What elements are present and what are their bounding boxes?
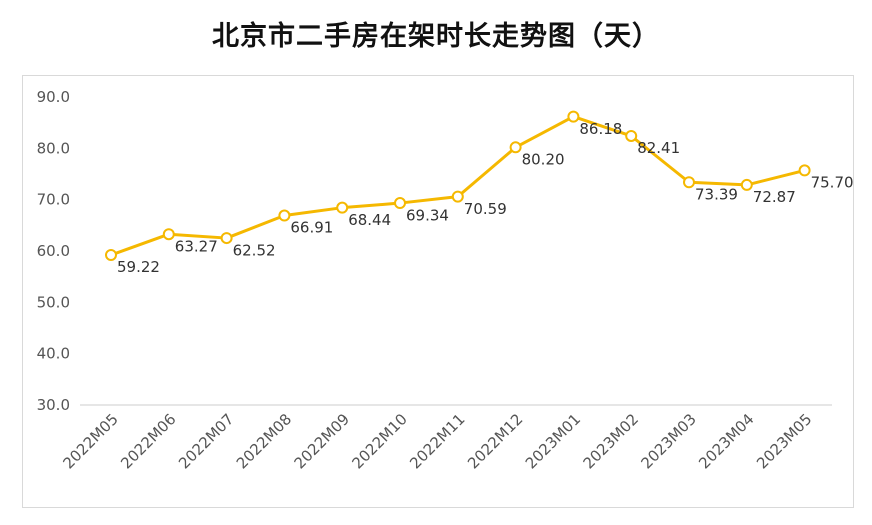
data-labels: 59.22 63.27 62.52 66.91 68.44 69.34 70.59 80.20… xyxy=(117,120,854,276)
data-point xyxy=(220,232,233,245)
data-label: 82.41 xyxy=(637,139,680,157)
data-point xyxy=(567,110,580,123)
data-label: 72.87 xyxy=(753,188,796,206)
x-tick-label: 2023M03 xyxy=(637,410,699,472)
data-label: 59.22 xyxy=(117,258,160,276)
plot-frame xyxy=(22,75,854,508)
y-tick-label: 70.0 xyxy=(37,191,70,209)
x-tick-label: 2022M06 xyxy=(117,410,179,472)
data-label: 62.52 xyxy=(233,241,276,259)
y-tick-label: 90.0 xyxy=(37,88,70,106)
x-tick-label: 2022M09 xyxy=(291,410,353,472)
y-tick-label: 40.0 xyxy=(37,345,70,363)
data-label: 69.34 xyxy=(406,206,449,224)
data-point xyxy=(105,249,117,262)
data-label: 66.91 xyxy=(290,219,333,237)
data-point xyxy=(394,197,406,210)
x-tick-label: 2022M12 xyxy=(464,410,526,472)
data-point xyxy=(740,178,753,191)
x-tick-label: 2023M04 xyxy=(695,410,757,472)
y-axis-ticks: 30.0 40.0 50.0 60.0 70.0 80.0 90.0 xyxy=(37,88,70,414)
y-tick-label: 80.0 xyxy=(37,139,70,157)
x-tick-label: 2022M05 xyxy=(59,410,121,472)
data-point xyxy=(162,228,175,241)
y-tick-label: 30.0 xyxy=(37,396,70,414)
data-point xyxy=(798,164,811,177)
data-point xyxy=(278,209,291,222)
x-tick-label: 2022M08 xyxy=(233,410,295,472)
x-tick-label: 2023M02 xyxy=(580,410,642,472)
data-label: 86.18 xyxy=(579,120,622,138)
x-tick-label: 2023M05 xyxy=(753,410,815,472)
x-tick-label: 2022M07 xyxy=(175,410,237,472)
data-point xyxy=(683,176,695,189)
y-tick-label: 50.0 xyxy=(37,293,70,311)
data-label: 73.39 xyxy=(695,185,738,203)
data-markers xyxy=(105,110,811,262)
data-label: 70.59 xyxy=(464,200,507,218)
data-point xyxy=(509,141,522,154)
x-axis-ticks: 2022M052022M062022M072022M082022M092022M… xyxy=(59,410,815,472)
x-tick-label: 2022M11 xyxy=(406,410,468,472)
data-point xyxy=(336,201,349,214)
data-point xyxy=(625,129,638,142)
data-label: 75.70 xyxy=(811,174,854,192)
data-point xyxy=(451,190,464,203)
data-label: 63.27 xyxy=(175,237,218,255)
chart-title: 北京市二手房在架时长走势图（天） xyxy=(212,21,660,52)
x-tick-label: 2022M10 xyxy=(348,410,410,472)
x-tick-label: 2023M01 xyxy=(522,410,584,472)
y-tick-label: 60.0 xyxy=(37,242,70,260)
data-label: 80.20 xyxy=(522,151,565,169)
data-label: 68.44 xyxy=(348,211,391,229)
